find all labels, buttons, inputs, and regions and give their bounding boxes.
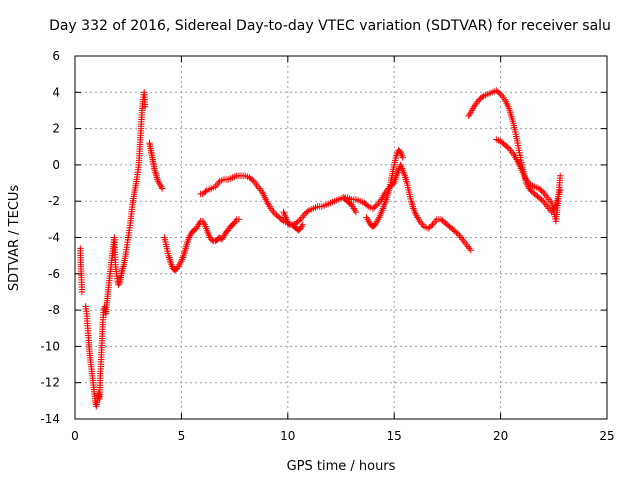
y-tick-label: 6 [52, 49, 60, 63]
data-point [78, 288, 86, 296]
series-seg7 [339, 194, 360, 216]
y-tick-label: 2 [52, 122, 60, 136]
x-tick-label: 25 [599, 429, 614, 443]
x-tick-label: 20 [493, 429, 508, 443]
x-tick-label: 15 [387, 429, 402, 443]
data-point [538, 196, 545, 204]
series-seg4 [161, 216, 243, 274]
y-axis-label: SDTVAR / TECUs [7, 185, 22, 292]
data-point [399, 154, 406, 161]
x-tick-label: 5 [178, 429, 186, 443]
y-tick-label: -12 [40, 376, 60, 390]
data-point [142, 103, 149, 110]
data-point [202, 188, 209, 195]
series-seg1 [77, 245, 86, 296]
data-point [299, 221, 306, 228]
data-point [295, 217, 303, 224]
grid [75, 56, 607, 419]
data-point [427, 222, 435, 230]
data-point [496, 89, 503, 97]
x-axis-label: GPS time / hours [287, 459, 396, 474]
data-point [504, 144, 511, 151]
series-seg3 [146, 139, 166, 192]
data-point [278, 216, 286, 224]
series-seg6 [280, 208, 306, 234]
data-point [352, 208, 360, 216]
y-tick-label: -14 [40, 412, 60, 426]
data-point [453, 229, 460, 236]
y-tick-label: -10 [40, 339, 60, 353]
data-point [304, 208, 311, 215]
data-point [479, 93, 486, 101]
x-tick-label: 10 [280, 429, 295, 443]
y-tick-label: 4 [52, 85, 60, 99]
plot-frame [74, 55, 608, 420]
y-tick-label: -2 [48, 194, 60, 208]
data-point [372, 202, 379, 210]
x-tick-label: 0 [71, 429, 79, 443]
data-point [364, 202, 371, 209]
data-point [557, 172, 564, 179]
chart-title: Day 332 of 2016, Sidereal Day-to-day VTE… [49, 18, 611, 34]
data-point [235, 216, 243, 223]
data-points [77, 87, 564, 410]
series-seg8 [363, 147, 406, 230]
data-point [249, 176, 256, 184]
series-seg2 [82, 89, 149, 410]
y-tick-label: -4 [48, 231, 60, 245]
y-tick-label: -8 [48, 303, 60, 317]
series-seg9 [465, 87, 564, 216]
data-point [285, 220, 293, 228]
series-seg5 [197, 161, 474, 254]
data-point [159, 185, 166, 192]
y-tick-label: 0 [52, 158, 60, 172]
y-tick-label: -6 [48, 267, 60, 281]
series-seg10 [493, 136, 564, 225]
data-point [467, 247, 474, 254]
data-point [538, 187, 545, 195]
